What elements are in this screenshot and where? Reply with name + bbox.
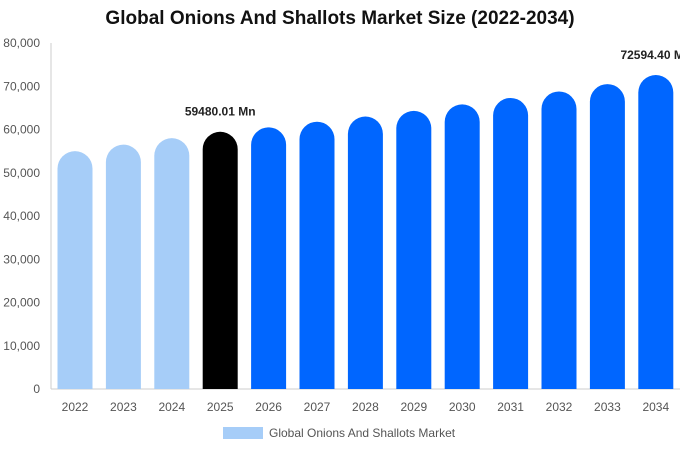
legend-swatch: [223, 427, 263, 439]
y-tick-label: 0: [33, 382, 40, 396]
data-labels: 59480.01 Mn 72594.40 Mn: [185, 48, 680, 119]
bar-2031: [493, 97, 529, 390]
bar-2028: [347, 116, 383, 389]
bar-2022: [57, 151, 93, 389]
x-tick-label: 2025: [207, 400, 234, 414]
bar-2034: [638, 75, 674, 389]
y-tick-label: 30,000: [3, 252, 40, 266]
x-tick-label: 2024: [158, 400, 185, 414]
x-tick-label: 2027: [304, 400, 331, 414]
x-tick-label: 2034: [642, 400, 669, 414]
x-tick-label: 2022: [62, 400, 89, 414]
y-tick-label: 60,000: [3, 123, 40, 137]
y-tick-label: 20,000: [3, 296, 40, 310]
y-tick-label: 40,000: [3, 209, 40, 223]
x-tick-label: 2032: [546, 400, 573, 414]
y-tick-label: 80,000: [3, 36, 40, 50]
bar-2023: [105, 144, 141, 389]
y-tick-label: 10,000: [3, 339, 40, 353]
data-label-2025: 59480.01 Mn: [185, 105, 256, 119]
x-tick-label: 2023: [110, 400, 137, 414]
x-tick-label: 2031: [497, 400, 524, 414]
x-tick-label: 2033: [594, 400, 621, 414]
chart-title: Global Onions And Shallots Market Size (…: [105, 8, 575, 29]
legend-label: Global Onions And Shallots Market: [269, 426, 456, 440]
bar-2032: [541, 91, 577, 389]
y-axis: 0 10,000 20,000 30,000 40,000 50,000 60,000 70,…: [3, 36, 52, 396]
bar-2026: [251, 127, 287, 389]
y-tick-label: 70,000: [3, 79, 40, 93]
bars: [57, 75, 674, 390]
bar-2025: [202, 131, 238, 389]
x-tick-label: 2028: [352, 400, 379, 414]
bar-2024: [154, 138, 190, 389]
bar-2033: [589, 84, 625, 389]
bar-2029: [396, 110, 432, 389]
data-label-2034: 72594.40 Mn: [620, 48, 680, 62]
x-tick-label: 2030: [449, 400, 476, 414]
x-axis: 2022 2023 2024 2025 2026 2027 2028 2029 2030 2031…: [51, 388, 680, 414]
bar-2027: [299, 121, 335, 389]
legend: Global Onions And Shallots Market: [223, 426, 456, 440]
x-tick-label: 2026: [255, 400, 282, 414]
bar-2030: [444, 104, 480, 389]
x-tick-label: 2029: [400, 400, 427, 414]
y-tick-label: 50,000: [3, 166, 40, 180]
